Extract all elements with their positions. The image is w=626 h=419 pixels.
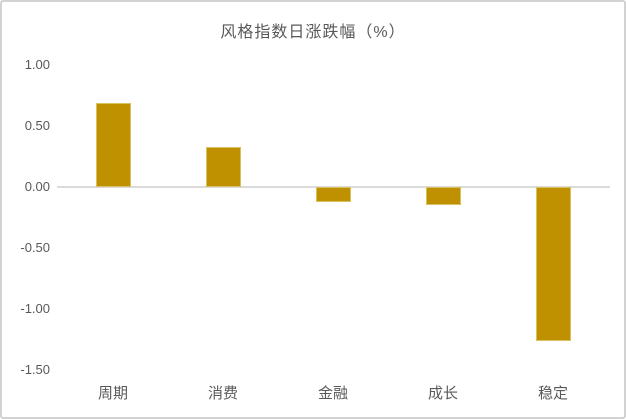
category-label-金融: 金融 <box>317 385 348 402</box>
bar-成长 <box>425 187 461 205</box>
category-label-稳定: 稳定 <box>537 385 568 402</box>
chart-title: 风格指数日涨跌幅（%） <box>220 24 406 41</box>
y-tick-label-0: 1.00 <box>24 57 50 72</box>
bar-周期 <box>95 103 131 187</box>
bar-金融 <box>315 187 351 202</box>
bar-稳定 <box>535 187 571 341</box>
y-tick-label-3: -0.50 <box>20 240 50 255</box>
y-tick-label-2: 0.00 <box>24 179 50 194</box>
y-tick-label-4: -1.00 <box>20 301 50 316</box>
category-label-成长: 成长 <box>427 385 458 402</box>
bar-消费 <box>205 147 241 187</box>
y-tick-label-5: -1.50 <box>20 362 50 377</box>
category-label-周期: 周期 <box>97 385 128 402</box>
category-label-消费: 消费 <box>207 385 238 402</box>
y-tick-label-1: 0.50 <box>24 118 50 133</box>
